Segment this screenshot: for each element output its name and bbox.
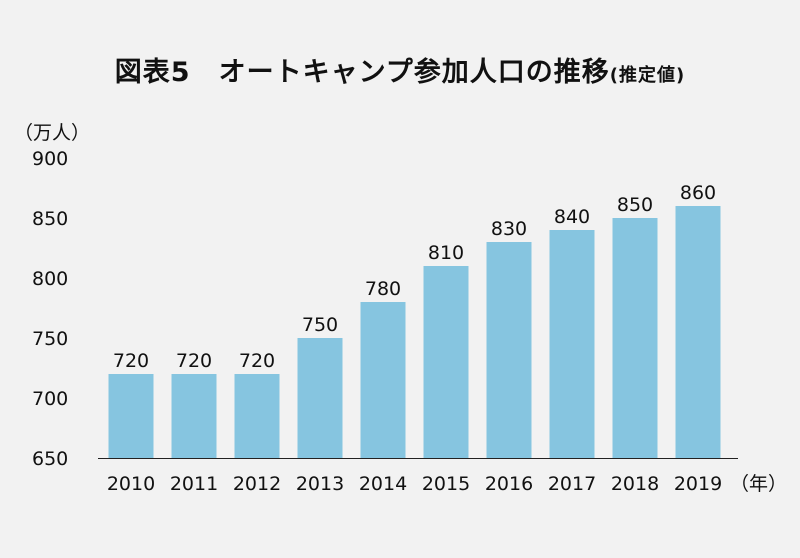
data-label: 750 (302, 314, 338, 336)
bar (423, 266, 469, 458)
data-label: 780 (365, 278, 401, 300)
data-label: 860 (680, 182, 716, 204)
y-tick-label: 800 (32, 268, 68, 290)
x-tick-label: 2012 (233, 473, 281, 495)
x-axis-unit-label: （年） (730, 473, 787, 495)
x-tick-label: 2015 (422, 473, 470, 495)
chart-title: 図表5 オートキャンプ参加人口の推移(推定値) (0, 50, 800, 89)
y-axis-unit-label: （万人） (14, 122, 91, 144)
bar (108, 374, 154, 458)
bar (612, 218, 658, 458)
x-tick-label: 2010 (107, 473, 155, 495)
x-tick-label: 2014 (359, 473, 407, 495)
x-tick-label: 2019 (674, 473, 722, 495)
x-tick-label: 2016 (485, 473, 533, 495)
x-tick-label: 2017 (548, 473, 596, 495)
x-tick-label: 2011 (170, 473, 218, 495)
data-label: 850 (617, 194, 653, 216)
bar (171, 374, 217, 458)
y-tick-label: 700 (32, 388, 68, 410)
data-label: 720 (113, 350, 149, 372)
data-label: 720 (176, 350, 212, 372)
bar (234, 374, 280, 458)
x-tick-label: 2013 (296, 473, 344, 495)
data-label: 840 (554, 206, 590, 228)
y-tick-label: 650 (32, 448, 68, 470)
y-tick-label: 900 (32, 148, 68, 170)
data-label: 720 (239, 350, 275, 372)
bar (297, 338, 343, 458)
chart-title-sub: (推定値) (609, 65, 686, 86)
bar (675, 206, 721, 458)
chart-title-main: 図表5 オートキャンプ参加人口の推移 (114, 57, 610, 88)
y-tick-label: 750 (32, 328, 68, 350)
y-tick-label: 850 (32, 208, 68, 230)
bar (549, 230, 595, 458)
data-label: 830 (491, 218, 527, 240)
bar (360, 302, 406, 458)
bar (486, 242, 532, 458)
x-tick-label: 2018 (611, 473, 659, 495)
data-label: 810 (428, 242, 464, 264)
